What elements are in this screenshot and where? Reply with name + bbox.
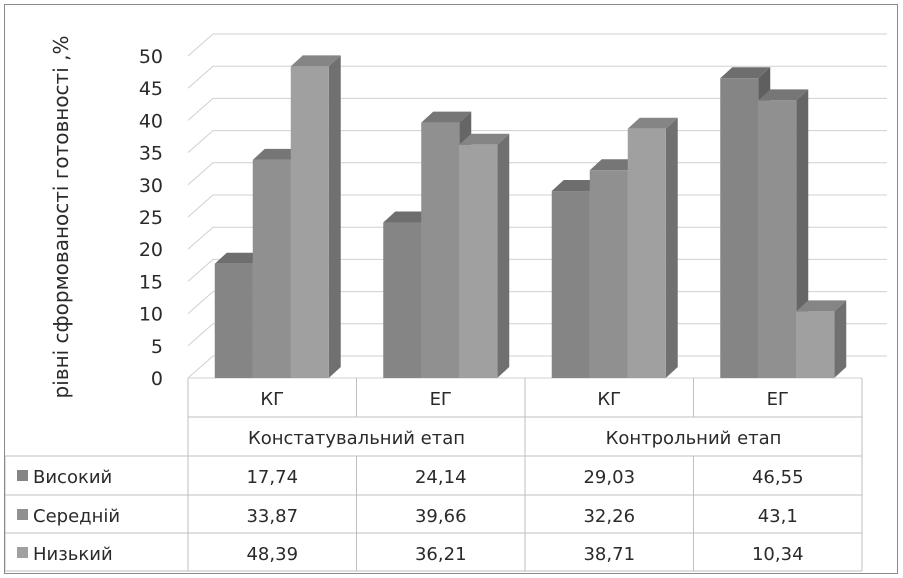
bar-top [720,67,771,79]
bar [627,117,678,378]
y-tick-label: 50 [139,46,163,68]
bar-top [421,111,472,123]
data-table: КГ ЕГ КГ ЕГ Констатувальний етап Контрольний … [5,378,863,572]
data-label: 38,71 [583,544,635,565]
x-tick-label: ЕГ [430,389,452,410]
bar-front [383,222,422,378]
bar-front [551,191,590,378]
bar [459,133,510,378]
bar-front [214,263,253,378]
legend-entry: Середній [33,506,120,527]
bar-front [627,128,666,378]
data-label: 10,34 [752,544,804,565]
y-tick-label: 15 [139,271,163,293]
bar-top [551,180,602,192]
bar-side [497,133,510,378]
bar-front [290,66,329,378]
data-label: 17,74 [246,467,298,488]
bar-front [796,311,835,378]
bar-chart: 0 5 10 15 20 25 30 35 40 45 50 рівні сформованості … [5,33,887,572]
data-label: 43,1 [758,506,798,527]
data-label: 33,87 [246,506,298,527]
chart-frame: 0 5 10 15 20 25 30 35 40 45 50 рівні сформованості … [4,4,898,574]
bar-side [834,300,847,378]
bar-side [665,117,678,378]
bar-front [720,78,759,378]
y-tick-label: 5 [151,336,163,358]
y-tick-label: 0 [151,368,163,390]
legend-swatch [17,470,28,481]
gridline [187,33,887,57]
bar [796,300,847,378]
data-label: 39,66 [415,506,467,527]
bar-side [328,55,341,378]
bar-front [589,170,628,378]
bar [290,55,341,378]
bar-top [758,89,809,101]
bar-front [252,159,291,378]
y-tick-label: 35 [139,143,163,165]
data-label: 48,39 [246,544,298,565]
x-tick-label: КГ [260,389,284,410]
legend-swatch [17,509,28,520]
y-tick-label: 10 [139,304,163,326]
y-axis: 0 5 10 15 20 25 30 35 40 45 50 [139,46,163,390]
y-tick-label: 20 [139,239,163,261]
data-label: 32,26 [583,506,635,527]
bar-top [589,159,640,171]
group-label: Констатувальний етап [248,428,465,449]
y-tick-label: 45 [139,78,163,100]
y-tick-label: 30 [139,175,163,197]
data-label: 36,21 [415,544,467,565]
data-label: 46,55 [752,467,804,488]
bar-top [796,300,847,312]
legend-entry: Низький [33,544,113,565]
bar-top [290,55,341,67]
y-tick-label: 25 [139,207,163,229]
y-axis-label: рівні сформованості готовності ,% [49,36,73,399]
x-tick-label: КГ [597,389,621,410]
bar-top [214,252,265,264]
bars [214,55,847,378]
bar-front [421,122,460,378]
x-tick-label: ЕГ [767,389,789,410]
bar-top [459,133,510,145]
group-label: Контрольний етап [606,428,782,449]
legend-swatch [17,547,28,558]
gridline [187,65,887,89]
bar-top [627,117,678,129]
bar-top [383,211,434,223]
bar-top [252,148,303,160]
legend-entry: Високий [33,467,112,488]
y-tick-label: 40 [139,110,163,132]
bar [758,89,809,378]
bar-front [459,144,498,378]
gridline [187,97,887,121]
data-label: 29,03 [583,467,635,488]
bar-front [758,100,797,378]
data-label: 24,14 [415,467,467,488]
